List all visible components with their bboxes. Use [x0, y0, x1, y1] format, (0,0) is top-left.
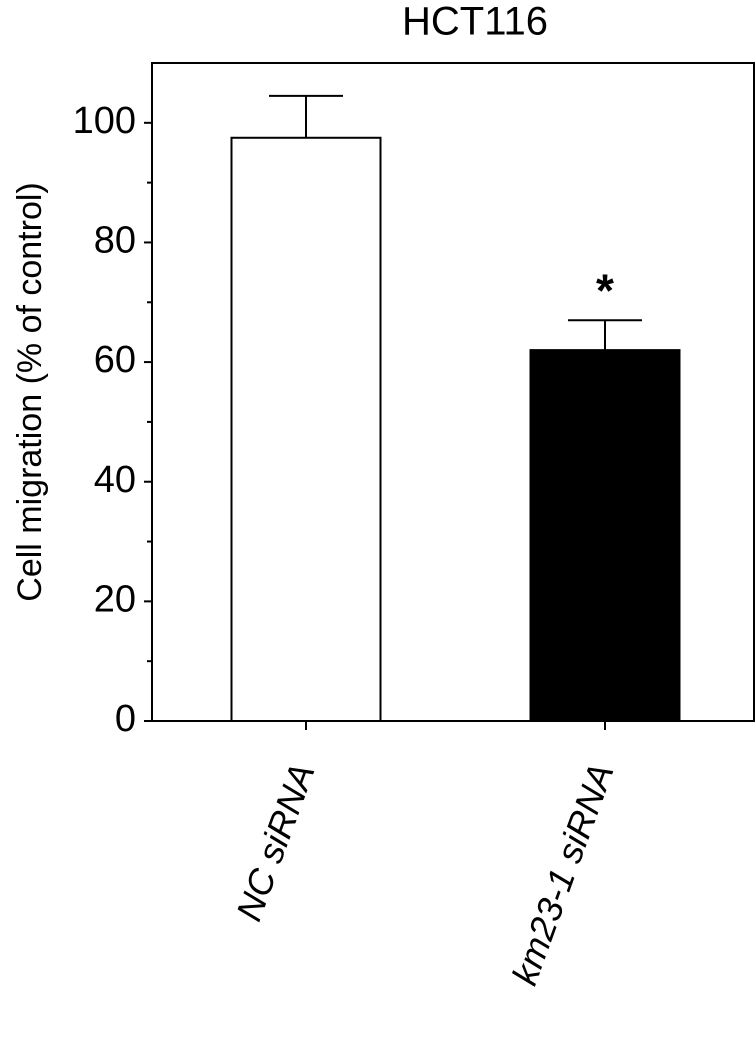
bar — [529, 349, 681, 722]
y-tick-label: 100 — [73, 100, 136, 142]
y-axis-label: Cell migration (% of control) — [11, 182, 49, 601]
y-tick-label: 40 — [94, 459, 136, 501]
bar — [230, 136, 382, 723]
y-tick-label: 0 — [115, 698, 136, 740]
chart-title: HCT116 — [402, 0, 548, 44]
y-tick-label: 60 — [94, 339, 136, 381]
y-tick-label: 80 — [94, 219, 136, 261]
y-tick-label: 20 — [94, 578, 136, 620]
x-tick-label: NC siRNA — [228, 758, 323, 926]
significance-marker: * — [596, 264, 614, 316]
plot-frame — [151, 62, 755, 722]
x-tick-label: km23-1 siRNA — [504, 758, 622, 990]
